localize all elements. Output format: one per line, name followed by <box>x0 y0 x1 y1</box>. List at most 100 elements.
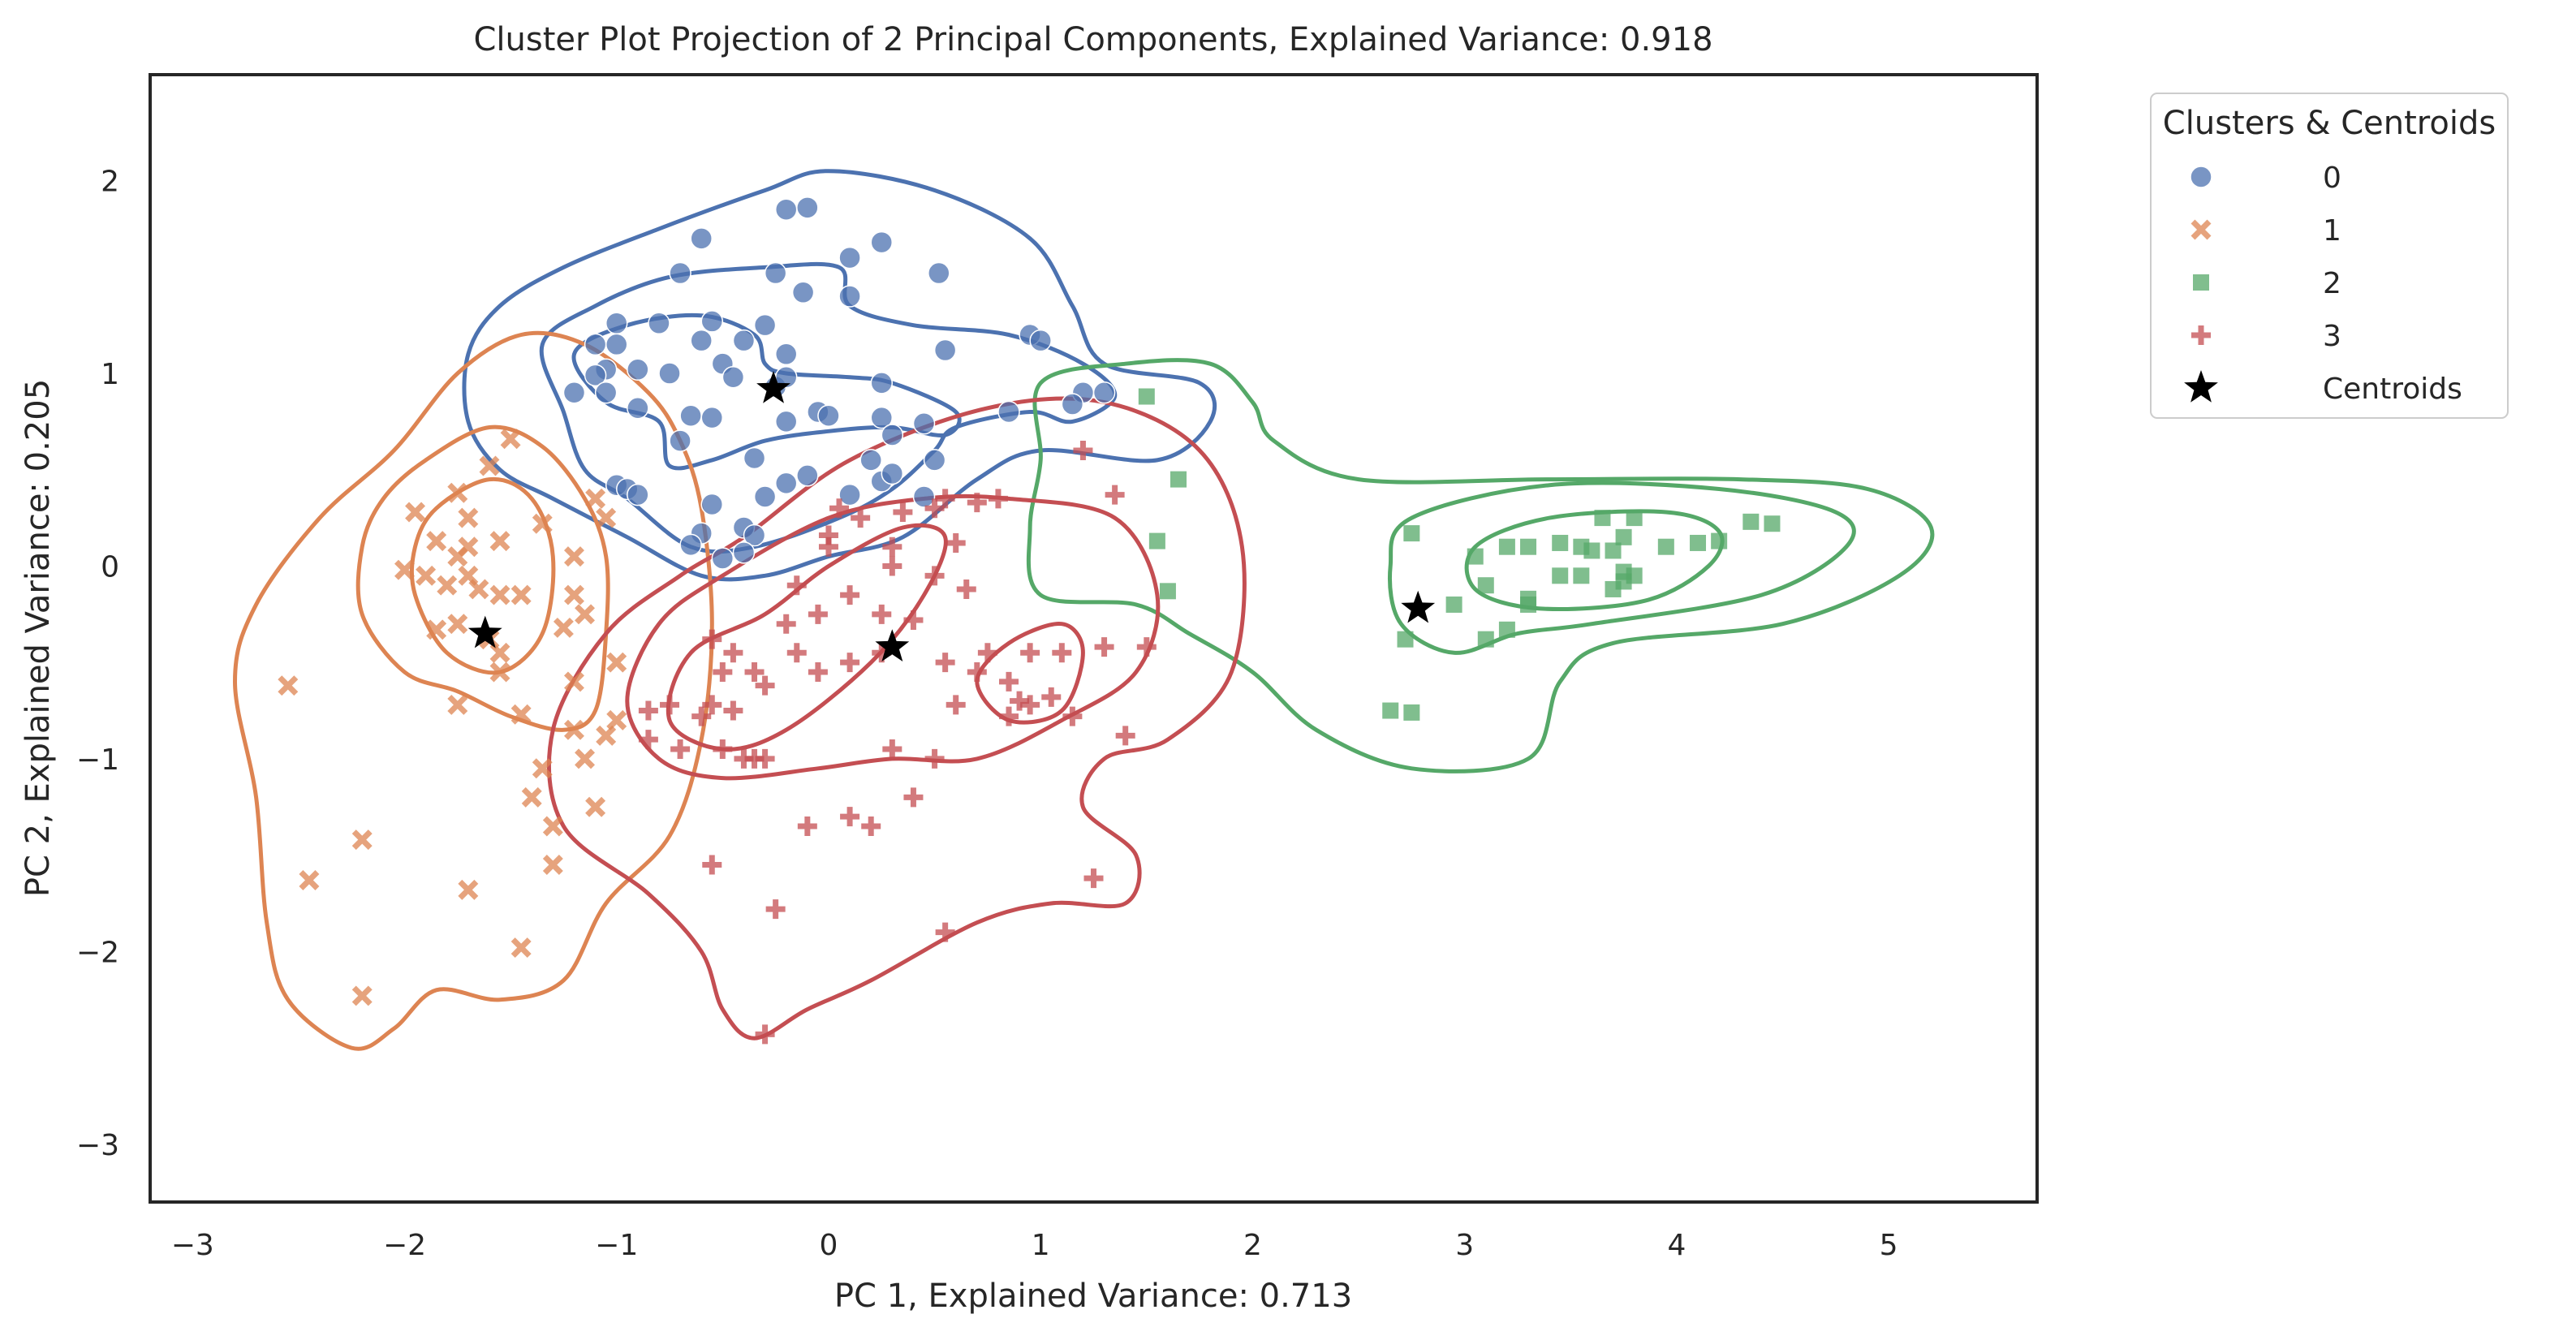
point-cluster-2 <box>1764 515 1781 532</box>
point-cluster-3 <box>903 610 924 630</box>
point-cluster-0 <box>584 333 607 356</box>
point-cluster-3 <box>723 700 743 721</box>
point-cluster-0 <box>881 462 904 485</box>
point-cluster-2 <box>1498 538 1515 555</box>
point-cluster-1 <box>575 604 596 625</box>
point-cluster-2 <box>1403 704 1420 721</box>
point-cluster-2 <box>1467 548 1484 565</box>
x-tick-label: 2 <box>1243 1229 1262 1262</box>
point-cluster-1 <box>606 652 627 673</box>
point-cluster-2 <box>1445 596 1462 613</box>
point-cluster-2 <box>1498 621 1515 638</box>
contour-cluster-0-level-1 <box>462 169 1217 582</box>
point-cluster-0 <box>933 338 957 362</box>
point-cluster-1 <box>585 796 606 817</box>
point-cluster-0 <box>562 381 586 404</box>
contour-cluster-2-level-3 <box>1464 509 1725 611</box>
point-cluster-1 <box>426 619 447 640</box>
legend: Clusters & Centroids 0 1 2 3 Centroids <box>2150 93 2509 419</box>
point-cluster-0 <box>870 406 894 429</box>
point-cluster-0 <box>700 406 724 429</box>
point-cluster-3 <box>861 816 881 836</box>
point-cluster-0 <box>859 449 882 472</box>
point-cluster-3 <box>1020 695 1040 715</box>
point-cluster-1 <box>542 816 563 837</box>
data-points <box>278 196 1781 1045</box>
point-cluster-3 <box>1073 441 1093 460</box>
point-cluster-1 <box>299 870 320 890</box>
point-cluster-0 <box>605 312 628 335</box>
point-cluster-0 <box>791 281 815 304</box>
point-cluster-0 <box>774 472 798 495</box>
point-cluster-3 <box>851 508 871 528</box>
point-cluster-1 <box>585 488 606 509</box>
legend-entries: 0 1 2 3 Centroids <box>2184 162 2462 406</box>
x-tick-label: −2 <box>383 1229 426 1262</box>
point-cluster-3 <box>882 536 902 557</box>
point-cluster-1 <box>563 546 584 567</box>
point-cluster-3 <box>1041 687 1062 707</box>
point-cluster-2 <box>1170 471 1187 488</box>
x-tick-label: −3 <box>171 1229 214 1262</box>
legend-marker <box>2193 274 2209 291</box>
point-cluster-0 <box>700 493 724 516</box>
x-axis-ticks: −3 −2 −1 0 1 2 3 4 5 <box>171 1229 1898 1262</box>
point-cluster-3 <box>999 671 1019 692</box>
point-cluster-0 <box>923 449 946 472</box>
point-cluster-0 <box>928 261 950 285</box>
point-cluster-3 <box>903 787 924 808</box>
point-cluster-3 <box>755 748 775 769</box>
point-cluster-0 <box>669 261 691 285</box>
point-cluster-2 <box>1138 388 1155 405</box>
point-cluster-3 <box>1094 637 1114 657</box>
y-axis-ticks: −3 −2 −1 0 1 2 <box>76 166 119 1162</box>
point-cluster-3 <box>924 498 945 519</box>
point-cluster-1 <box>489 531 510 552</box>
point-cluster-2 <box>1711 532 1728 549</box>
point-cluster-3 <box>882 739 902 760</box>
contour-cluster-2-level-1 <box>1026 358 1935 773</box>
point-cluster-3 <box>1052 643 1072 663</box>
point-cluster-1 <box>489 661 510 683</box>
point-cluster-3 <box>797 816 817 836</box>
point-cluster-1 <box>458 879 479 900</box>
legend-entry: Centroids <box>2184 370 2462 406</box>
point-cluster-0 <box>838 285 861 308</box>
point-cluster-3 <box>967 493 987 513</box>
point-cluster-3 <box>967 662 987 683</box>
point-cluster-1 <box>575 748 596 769</box>
point-cluster-1 <box>447 614 468 635</box>
point-cluster-0 <box>732 541 756 564</box>
point-cluster-3 <box>691 706 712 726</box>
point-cluster-2 <box>1742 513 1760 530</box>
point-cluster-0 <box>796 196 819 219</box>
point-cluster-1 <box>510 584 532 605</box>
point-cluster-1 <box>351 829 373 851</box>
point-cluster-1 <box>563 719 584 740</box>
point-cluster-0 <box>743 524 766 547</box>
point-cluster-1 <box>596 725 617 746</box>
contour-cluster-1-level-1 <box>232 330 714 1051</box>
legend-marker <box>2191 325 2211 345</box>
point-cluster-1 <box>489 642 510 663</box>
point-cluster-0 <box>774 343 798 366</box>
point-cluster-0 <box>627 483 649 506</box>
point-cluster-3 <box>723 643 743 663</box>
contour-cluster-2-level-2 <box>1387 480 1856 655</box>
centroid-star <box>756 371 790 403</box>
legend-entry: 3 <box>2191 320 2341 353</box>
point-cluster-0 <box>743 446 766 470</box>
point-cluster-3 <box>1136 637 1157 657</box>
point-cluster-3 <box>818 525 838 545</box>
point-cluster-2 <box>1605 580 1622 597</box>
point-cluster-0 <box>700 310 724 333</box>
point-cluster-0 <box>912 412 936 435</box>
point-cluster-0 <box>764 261 787 285</box>
point-cluster-3 <box>713 739 733 760</box>
point-cluster-3 <box>755 1024 775 1045</box>
y-tick-label: 0 <box>101 550 119 584</box>
point-cluster-3 <box>1105 485 1125 505</box>
point-cluster-1 <box>426 531 447 552</box>
centroid-markers <box>467 371 1436 661</box>
point-cluster-0 <box>627 397 649 420</box>
